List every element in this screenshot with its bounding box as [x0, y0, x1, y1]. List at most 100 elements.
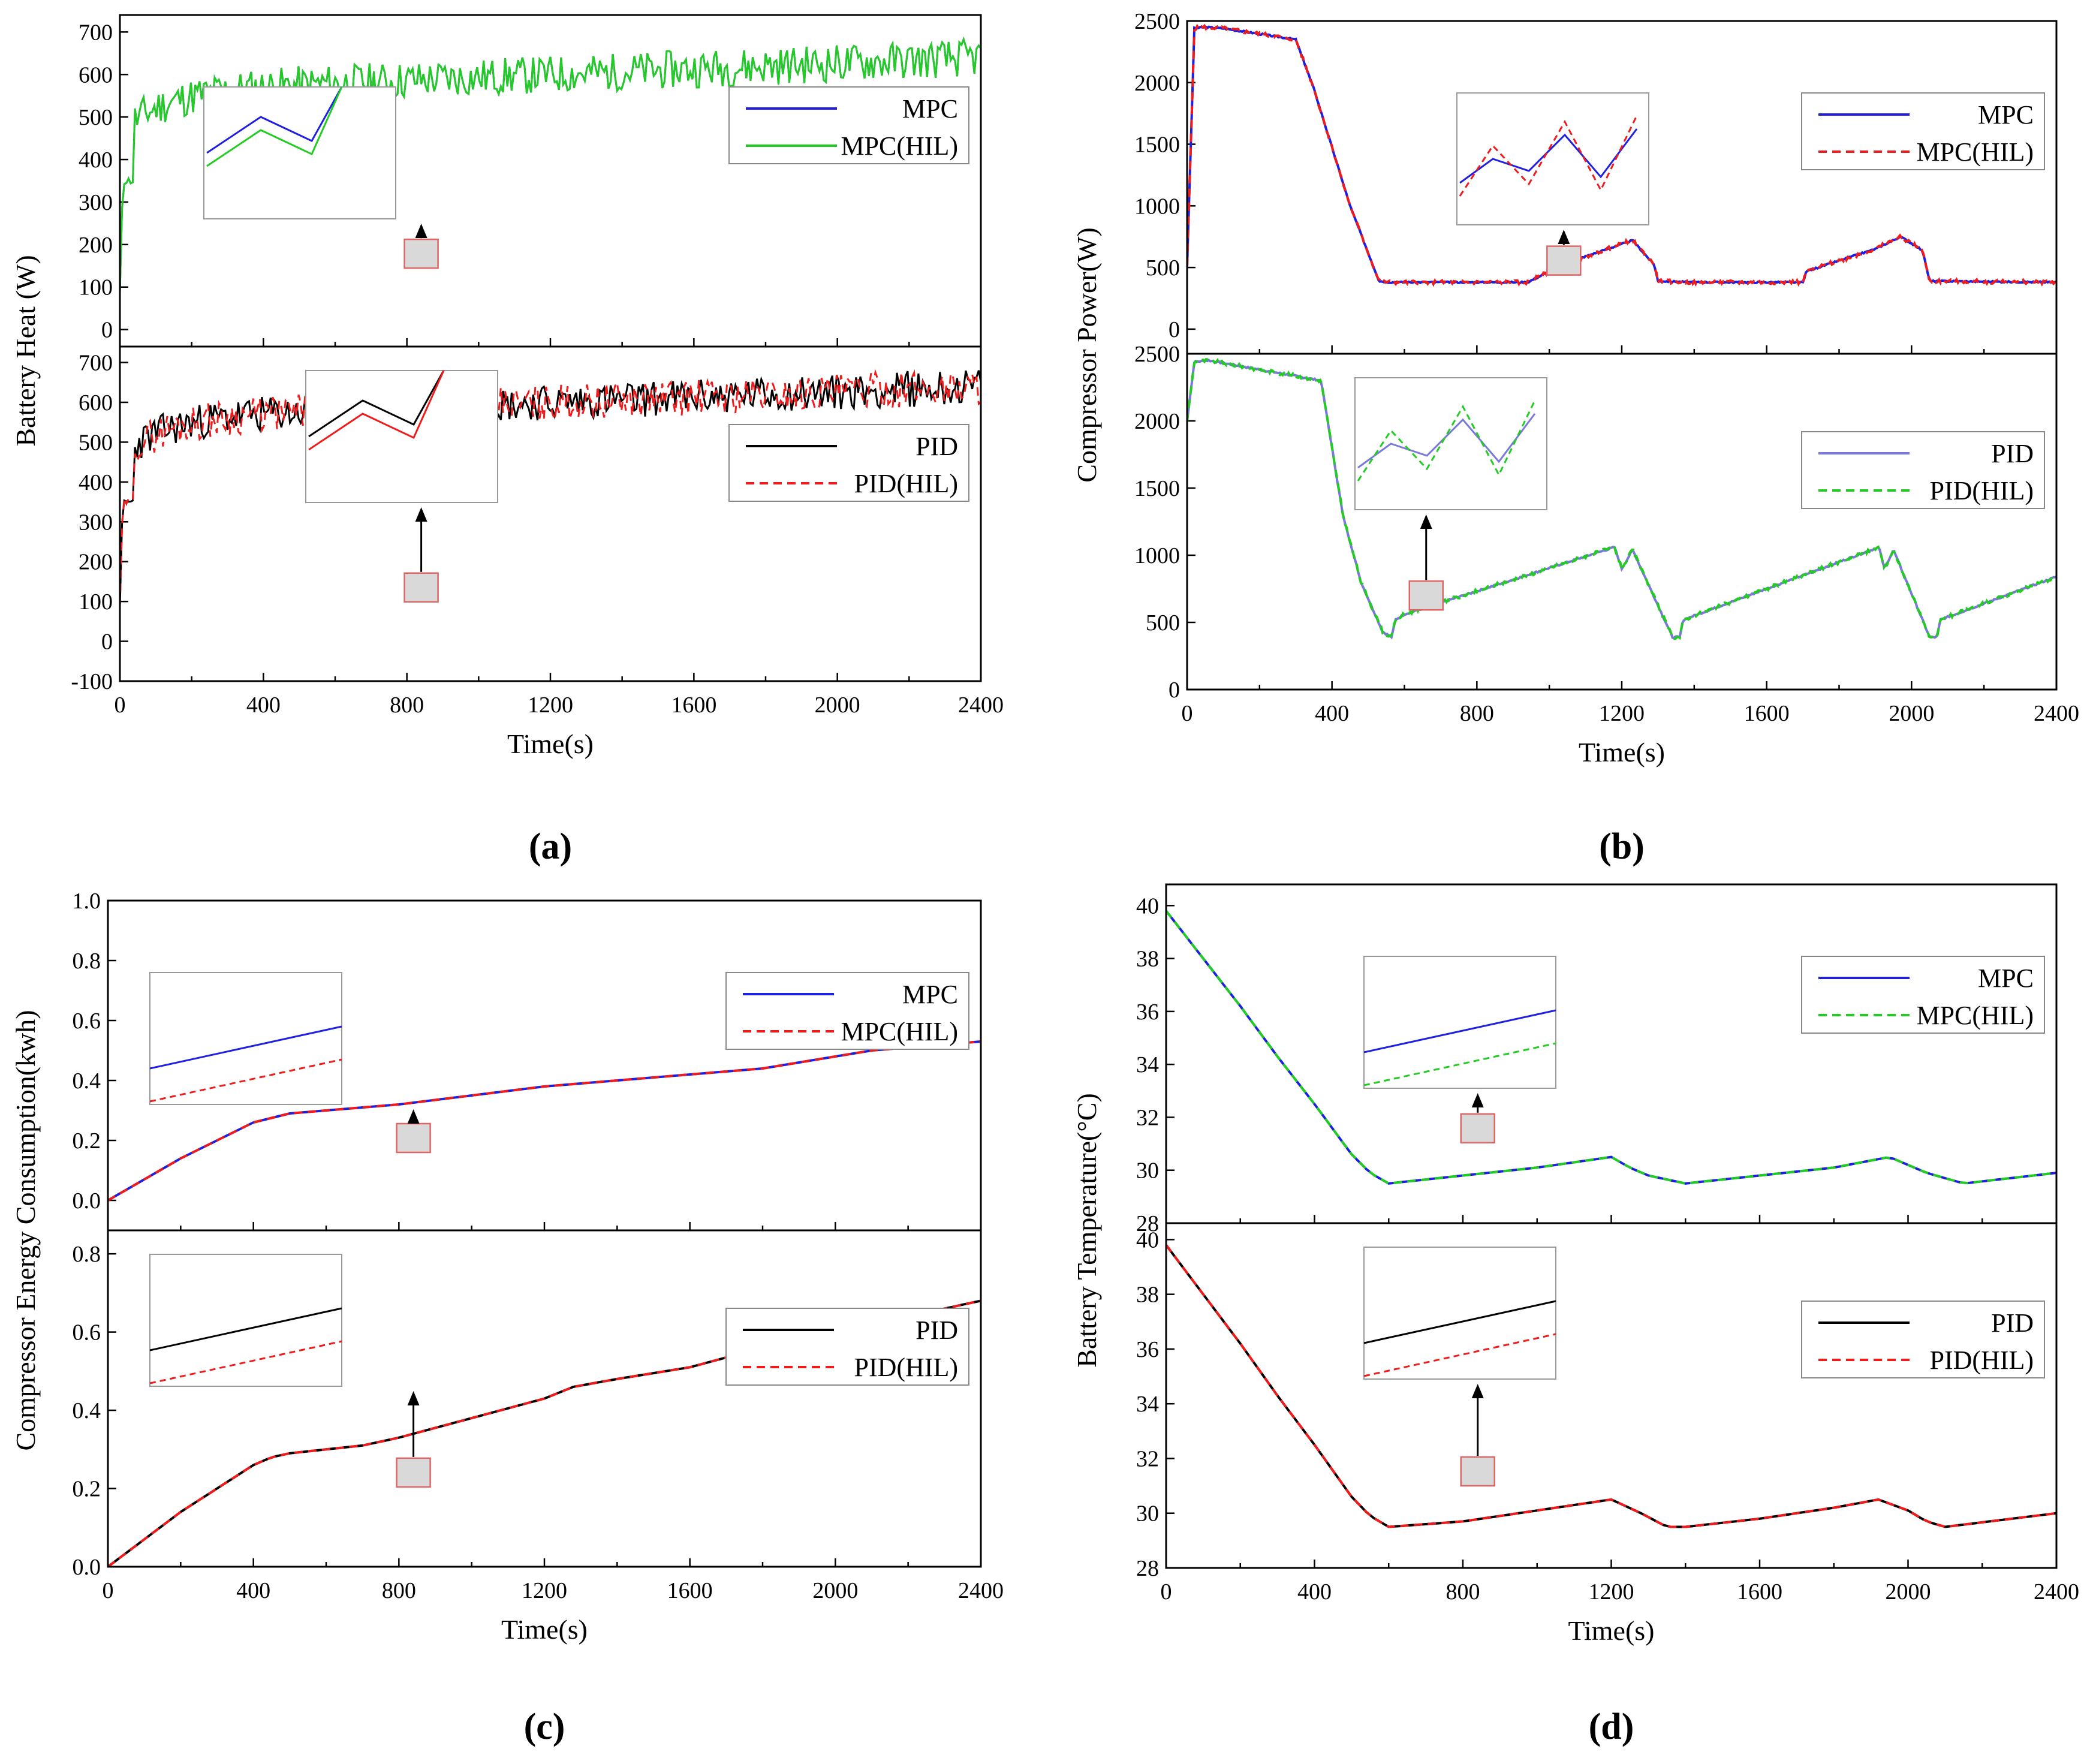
y-tick-label-a-1: 500 — [79, 430, 113, 455]
legend-label-c-1-1: PID(HIL) — [854, 1353, 958, 1382]
zoom-inset-c-0 — [149, 972, 342, 1105]
zoom-arrowhead-a-0 — [415, 224, 427, 238]
y-tick-label-d-0: 38 — [1136, 947, 1159, 972]
x-tick-label-d-6: 2400 — [2034, 1579, 2079, 1605]
zoom-highlight-b-0 — [1546, 245, 1582, 276]
x-tick-label-d-2: 800 — [1446, 1579, 1480, 1605]
legend-label-c-1-0: PID — [916, 1316, 958, 1345]
legend-label-c-0-0: MPC — [902, 980, 958, 1009]
y-tick-label-d-0: 28 — [1136, 1211, 1159, 1236]
y-tick-label-a-0: 500 — [79, 105, 113, 130]
y-tick-label-d-0: 34 — [1136, 1052, 1159, 1077]
y-tick-label-b-1: 500 — [1146, 610, 1180, 636]
legend-label-d-0-1: MPC(HIL) — [1916, 1001, 2034, 1030]
y-tick-label-c-1: 0.0 — [73, 1555, 101, 1580]
legend-b-0: MPC MPC(HIL) — [1801, 92, 2045, 170]
zoom-highlight-c-1 — [396, 1457, 431, 1488]
y-tick-label-a-0: 600 — [79, 62, 113, 88]
plot-frame-c-1 — [107, 1229, 982, 1568]
panel-label-c: (c) — [524, 1706, 565, 1747]
legend-a-1: PID PID(HIL) — [728, 424, 969, 502]
x-tick-label-a-4: 1600 — [671, 693, 716, 718]
legend-c-1: PID PID(HIL) — [725, 1308, 969, 1386]
y-tick-label-d-0: 40 — [1136, 893, 1159, 919]
y-tick-label-c-0: 0.8 — [73, 949, 101, 974]
y-tick-label-b-0: 1000 — [1134, 194, 1180, 219]
y-tick-label-c-1: 0.8 — [73, 1242, 101, 1267]
x-tick-label-b-6: 2400 — [2034, 701, 2079, 726]
zoom-arrowhead-c-1 — [407, 1391, 420, 1405]
legend-a-0: MPC MPC(HIL) — [728, 86, 969, 164]
x-tick-label-c-2: 800 — [382, 1578, 416, 1603]
y-tick-label-c-0: 0.0 — [73, 1188, 101, 1214]
x-tick-label-a-3: 1200 — [528, 693, 573, 718]
y-tick-label-a-1: 300 — [79, 510, 113, 535]
y-tick-label-a-0: 700 — [79, 20, 113, 45]
x-tick-label-d-4: 1600 — [1737, 1579, 1782, 1605]
zoom-inset-b-1 — [1354, 377, 1547, 510]
y-tick-label-a-0: 400 — [79, 147, 113, 173]
legend-label-d-0-0: MPC — [1978, 964, 2034, 993]
x-tick-label-b-0: 0 — [1182, 701, 1193, 726]
series-line-b-0-1 — [1187, 23, 2056, 287]
x-axis-label-a: Time(s) — [507, 729, 594, 759]
zoom-arrowhead-b-1 — [1420, 514, 1432, 529]
y-axis-label-b: Compressor Power(W) — [1071, 227, 1102, 482]
y-tick-label-b-0: 2000 — [1134, 71, 1180, 96]
y-tick-label-b-0: 2500 — [1134, 9, 1180, 34]
series-line-c-0-1 — [108, 1040, 981, 1202]
zoom-highlight-a-0 — [403, 238, 439, 269]
y-tick-label-a-0: 200 — [79, 233, 113, 258]
x-tick-label-b-5: 2000 — [1889, 701, 1934, 726]
y-tick-label-d-1: 30 — [1136, 1501, 1159, 1527]
x-tick-label-b-1: 400 — [1315, 701, 1349, 726]
series-line-d-0-1 — [1166, 910, 2056, 1185]
zoom-inset-b-0 — [1456, 92, 1649, 225]
legend-label-b-1-0: PID — [1991, 439, 2034, 468]
y-tick-label-a-1: 200 — [79, 550, 113, 575]
legend-d-1: PID PID(HIL) — [1801, 1301, 2045, 1378]
x-tick-label-c-5: 2000 — [812, 1578, 858, 1603]
plot-frame-d-1 — [1165, 1222, 2058, 1569]
x-tick-label-c-0: 0 — [103, 1578, 114, 1603]
x-tick-label-a-6: 2400 — [958, 693, 1004, 718]
x-tick-label-c-4: 1600 — [667, 1578, 713, 1603]
y-tick-label-b-1: 1500 — [1134, 476, 1180, 501]
x-tick-label-d-5: 2000 — [1886, 1579, 1931, 1605]
y-tick-label-c-0: 0.4 — [73, 1068, 101, 1094]
plot-frame-a-1 — [119, 345, 982, 682]
y-tick-label-d-0: 36 — [1136, 1000, 1159, 1025]
zoom-inset-d-0 — [1363, 956, 1556, 1089]
zoom-inset-d-1 — [1363, 1247, 1556, 1380]
y-tick-label-a-0: 300 — [79, 190, 113, 215]
x-tick-label-a-5: 2000 — [815, 693, 860, 718]
series-line-a-1-1 — [120, 369, 981, 606]
y-tick-label-b-1: 1000 — [1134, 543, 1180, 568]
y-tick-label-d-1: 36 — [1136, 1337, 1159, 1362]
zoom-highlight-d-1 — [1460, 1456, 1495, 1487]
y-tick-label-b-0: 1500 — [1134, 133, 1180, 158]
y-tick-label-a-0: 0 — [101, 318, 113, 343]
legend-label-b-0-0: MPC — [1978, 100, 2034, 130]
zoom-highlight-c-0 — [396, 1122, 431, 1154]
x-tick-label-b-3: 1200 — [1599, 701, 1645, 726]
y-tick-label-a-1: -100 — [71, 669, 113, 694]
x-tick-label-c-3: 1200 — [522, 1578, 567, 1603]
legend-label-d-1-0: PID — [1991, 1308, 2034, 1338]
x-tick-label-b-2: 800 — [1460, 701, 1494, 726]
zoom-arrowhead-c-0 — [407, 1109, 420, 1124]
y-tick-label-c-1: 0.4 — [73, 1398, 101, 1423]
y-tick-label-b-1: 0 — [1169, 678, 1180, 703]
legend-label-a-0-1: MPC(HIL) — [841, 131, 958, 161]
zoom-arrowhead-b-0 — [1558, 230, 1570, 244]
legend-d-0: MPC MPC(HIL) — [1801, 956, 2045, 1034]
y-axis-label-c: Compressor Energy Consumption(kwh) — [10, 1010, 41, 1450]
legend-label-b-1-1: PID(HIL) — [1929, 476, 2034, 505]
y-tick-label-c-0: 0.2 — [73, 1128, 101, 1154]
legend-label-b-0-1: MPC(HIL) — [1916, 137, 2034, 167]
y-tick-label-c-1: 0.6 — [73, 1320, 101, 1345]
y-tick-label-b-1: 2000 — [1134, 409, 1180, 434]
y-tick-label-a-1: 600 — [79, 390, 113, 416]
x-tick-label-c-1: 400 — [236, 1578, 270, 1603]
